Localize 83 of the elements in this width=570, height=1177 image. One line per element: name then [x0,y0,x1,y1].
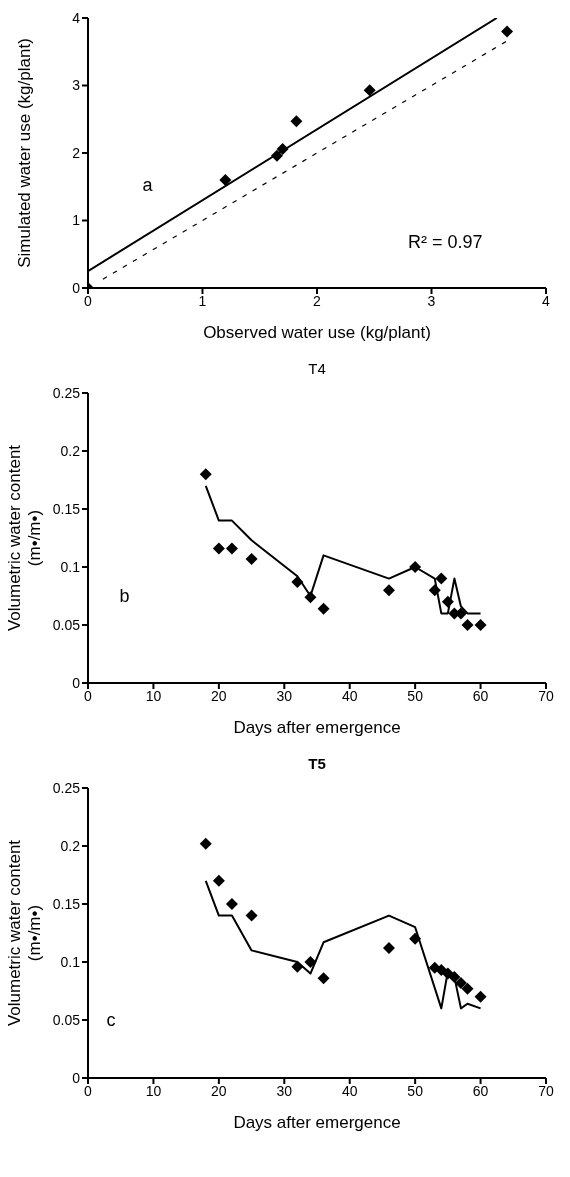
x-tick-label: 70 [538,1082,554,1099]
point [212,542,225,555]
chart-title: T4 [307,360,327,377]
x-tick-label: 30 [276,687,293,704]
x-tick-label: 10 [145,687,162,704]
x-tick-label: 2 [313,292,322,309]
y-tick-label: 0.15 [52,500,81,517]
x-axis-title: Observed water use (kg/plant) [203,323,431,342]
y-tick-label: 1 [72,212,81,229]
point [225,542,238,555]
x-tick-label: 1 [198,292,207,309]
point [409,932,422,945]
point [290,115,303,128]
point [317,602,330,615]
point [291,960,304,973]
point [304,956,317,968]
annotation: R² = 0.97 [407,231,483,253]
point [501,25,514,38]
x-tick-label: 30 [276,1082,293,1099]
point [382,584,395,597]
point [276,142,289,155]
y-tick-label: 0.25 [52,779,81,796]
annotation: b [119,585,130,607]
point [448,971,461,984]
y-tick-label: 0 [72,674,81,691]
annotation: a [142,174,153,196]
y-tick-label: 0.25 [52,384,81,401]
x-tick-label: 40 [341,687,358,704]
point [219,174,232,186]
point [270,149,283,162]
y-tick-label: 0.2 [60,837,81,854]
x-tick-label: 0 [84,687,93,704]
point [441,595,454,608]
x-tick-label: 0 [84,292,93,309]
point [199,468,212,481]
point [291,576,304,589]
point [461,619,474,631]
x-tick-label: 4 [542,292,551,309]
y-tick-label: 0.05 [52,616,81,633]
point [245,909,258,922]
y-tick-label: 0 [72,1069,81,1086]
point [212,874,225,887]
x-axis-title: Days after emergence [233,1113,401,1132]
x-axis-title: Days after emergence [233,718,401,737]
point [461,982,474,995]
x-tick-label: 0 [84,1082,93,1099]
point [199,837,212,850]
point [409,561,422,573]
point [382,942,395,955]
x-tick-label: 3 [427,292,436,309]
y-tick-label: 4 [72,9,81,26]
y-tick-label: 0.05 [52,1011,81,1028]
x-tick-label: 70 [538,687,554,704]
y-tick-label: 0.2 [60,442,81,459]
point [435,572,448,585]
point [363,84,376,97]
x-tick-label: 50 [407,1082,424,1099]
y-axis-title: Simulated water use (kg/plant) [15,38,34,268]
y-tick-label: 0 [72,279,81,296]
point [304,591,317,604]
x-tick-label: 20 [211,1082,227,1099]
y-tick-label: 3 [72,77,81,94]
y-tick-label: 0.1 [60,953,81,970]
y-axis-title: Volumetric water content (m•/m•) [5,444,44,632]
y-tick-label: 0.1 [60,558,81,575]
point [474,990,487,1003]
x-tick-label: 40 [341,1082,358,1099]
y-axis-title: Volumetric water content (m•/m•) [5,839,44,1027]
x-tick-label: 50 [407,687,424,704]
y-tick-label: 2 [72,144,81,161]
chart-title: T5 [307,755,327,772]
point [245,552,258,565]
point [428,584,441,597]
point [317,972,330,985]
x-tick-label: 20 [211,687,227,704]
y-tick-label: 0.15 [52,895,81,912]
line-series [204,879,482,1010]
x-tick-label: 60 [472,1082,489,1099]
x-tick-label: 60 [472,687,489,704]
annotation: c [106,1009,116,1031]
x-tick-label: 10 [145,1082,162,1099]
point [474,619,487,631]
point [225,898,238,910]
